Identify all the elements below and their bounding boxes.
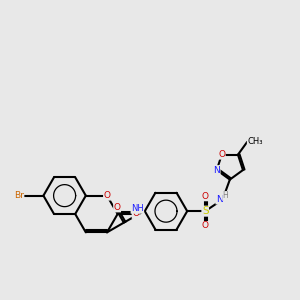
- Text: O: O: [103, 191, 110, 200]
- Text: O: O: [202, 221, 209, 230]
- Text: NH: NH: [131, 204, 144, 213]
- Text: O: O: [114, 203, 121, 212]
- Text: N: N: [216, 195, 223, 204]
- Text: CH₃: CH₃: [247, 137, 263, 146]
- Text: S: S: [202, 206, 208, 216]
- Text: O: O: [218, 150, 225, 159]
- Text: Br: Br: [14, 191, 24, 200]
- Text: O: O: [132, 209, 139, 218]
- Text: O: O: [202, 192, 209, 201]
- Text: N: N: [213, 166, 220, 175]
- Text: H: H: [223, 191, 228, 200]
